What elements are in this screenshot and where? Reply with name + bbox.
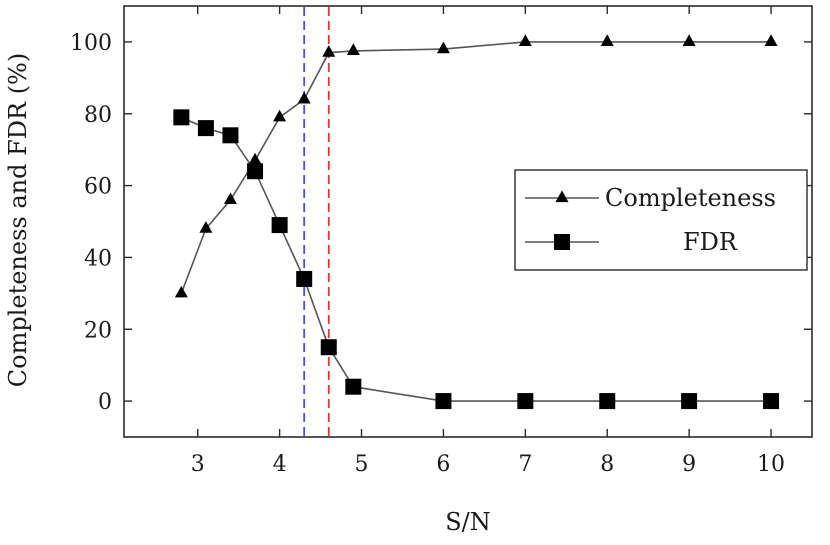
x-tick-label: 8 [600,452,614,477]
completeness-point [199,221,213,233]
fdr-point [320,339,337,356]
completeness-point [764,34,778,47]
x-tick-label: 10 [757,452,785,477]
completeness-point [518,34,532,47]
completeness-point [322,45,336,57]
fdr-point [222,127,239,144]
fdr-point [173,109,190,126]
y-tick-label: 0 [98,390,112,415]
fdr-point [197,120,214,137]
x-tick-label: 6 [436,452,450,477]
y-tick-label: 60 [84,175,112,200]
completeness-point [248,152,262,165]
completeness-point [223,192,237,205]
fdr-point [517,393,534,410]
x-tick-label: 4 [273,452,287,477]
legend: Completeness FDR [514,169,808,271]
y-axis-label: Completeness and FDR (%) [4,53,32,387]
fdr-point [345,378,362,395]
x-tick-label: 3 [191,452,205,477]
fdr-point [681,393,698,410]
fdr-point [296,270,313,287]
plot-frame [123,5,813,438]
completeness-point [273,109,287,122]
fdr-point [435,393,452,410]
fdr-point [599,393,616,410]
completeness-point [297,91,311,104]
completeness-point [346,43,360,55]
legend-completeness-marker [555,190,569,203]
completeness-point [174,285,188,298]
legend-fdr-marker [554,234,570,250]
x-tick-label: 9 [682,452,696,477]
y-tick-label: 80 [84,103,112,128]
fdr-point [247,163,264,180]
fdr-point [271,217,288,234]
y-tick-label: 40 [84,246,112,271]
legend-fdr-label: FDR [683,228,738,256]
x-tick-label: 5 [355,452,369,477]
y-tick-label: 100 [70,31,112,56]
x-axis-label: S/N [445,508,491,536]
completeness-point [600,34,614,47]
x-tick-label: 7 [518,452,532,477]
fdr-point [763,393,780,410]
y-tick-label: 20 [84,318,112,343]
legend-box [514,169,808,271]
legend-completeness-label: Completeness [605,184,776,212]
completeness-point [436,41,450,54]
completeness-point [682,34,696,47]
